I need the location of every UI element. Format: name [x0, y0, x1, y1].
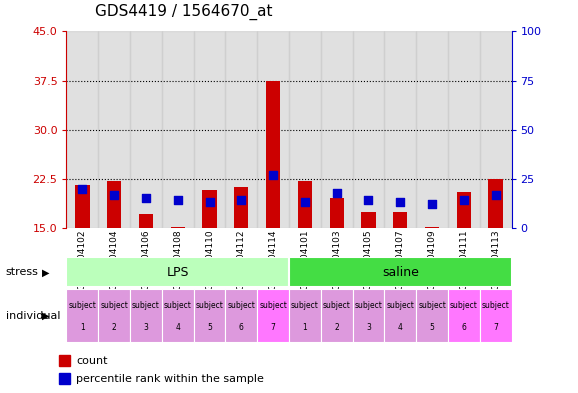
Bar — [234, 187, 249, 228]
Text: 2: 2 — [112, 323, 117, 332]
Text: 6: 6 — [461, 323, 466, 332]
Text: percentile rank within the sample: percentile rank within the sample — [76, 374, 264, 384]
Text: subject: subject — [100, 301, 128, 310]
Bar — [257, 31, 289, 228]
Text: ▶: ▶ — [42, 310, 50, 321]
Bar — [416, 31, 448, 228]
FancyBboxPatch shape — [98, 289, 130, 342]
Bar — [448, 31, 480, 228]
Point — [428, 201, 437, 208]
Point — [268, 172, 278, 178]
Bar — [60, 373, 71, 384]
Text: 2: 2 — [334, 323, 339, 332]
Point — [301, 199, 310, 206]
Point — [396, 199, 405, 206]
Bar — [488, 179, 503, 228]
FancyBboxPatch shape — [416, 289, 448, 342]
FancyBboxPatch shape — [480, 289, 512, 342]
FancyBboxPatch shape — [448, 289, 480, 342]
Text: LPS: LPS — [166, 266, 189, 279]
Text: 1: 1 — [302, 323, 307, 332]
Text: subject: subject — [291, 301, 319, 310]
Bar — [202, 190, 217, 228]
Point — [237, 197, 246, 204]
Point — [110, 191, 119, 198]
Bar — [60, 355, 71, 366]
Text: 5: 5 — [207, 323, 212, 332]
Bar — [353, 31, 384, 228]
FancyBboxPatch shape — [162, 289, 194, 342]
Bar — [329, 198, 344, 228]
Bar — [384, 31, 416, 228]
Text: subject: subject — [259, 301, 287, 310]
FancyBboxPatch shape — [66, 289, 98, 342]
Text: 4: 4 — [398, 323, 403, 332]
Text: 4: 4 — [175, 323, 180, 332]
Bar — [194, 31, 225, 228]
FancyBboxPatch shape — [194, 289, 225, 342]
FancyBboxPatch shape — [353, 289, 384, 342]
Point — [77, 185, 87, 192]
Text: subject: subject — [450, 301, 478, 310]
Text: subject: subject — [386, 301, 414, 310]
Text: individual: individual — [6, 310, 60, 321]
Text: 7: 7 — [493, 323, 498, 332]
Text: 3: 3 — [366, 323, 371, 332]
Bar — [393, 211, 407, 228]
Text: subject: subject — [227, 301, 255, 310]
FancyBboxPatch shape — [257, 289, 289, 342]
Bar — [321, 31, 353, 228]
Text: 1: 1 — [80, 323, 85, 332]
Point — [205, 199, 214, 206]
Point — [141, 195, 150, 202]
Bar — [266, 81, 280, 228]
Text: subject: subject — [323, 301, 351, 310]
Bar — [75, 185, 90, 228]
Point — [173, 197, 183, 204]
Text: 6: 6 — [239, 323, 244, 332]
FancyBboxPatch shape — [66, 257, 289, 287]
Text: GDS4419 / 1564670_at: GDS4419 / 1564670_at — [95, 4, 273, 20]
Bar — [289, 31, 321, 228]
Text: subject: subject — [195, 301, 224, 310]
Text: stress: stress — [6, 267, 39, 277]
FancyBboxPatch shape — [384, 289, 416, 342]
Bar — [480, 31, 512, 228]
Bar — [425, 227, 439, 228]
Bar — [107, 181, 121, 228]
Bar — [298, 181, 312, 228]
FancyBboxPatch shape — [289, 289, 321, 342]
Text: subject: subject — [68, 301, 97, 310]
Text: count: count — [76, 356, 108, 366]
Bar — [457, 192, 471, 228]
Point — [491, 191, 501, 198]
Bar — [171, 227, 185, 228]
Text: 5: 5 — [429, 323, 435, 332]
FancyBboxPatch shape — [289, 257, 512, 287]
Text: subject: subject — [481, 301, 510, 310]
Text: subject: subject — [132, 301, 160, 310]
Point — [460, 197, 469, 204]
Text: subject: subject — [164, 301, 192, 310]
Point — [364, 197, 373, 204]
Text: subject: subject — [354, 301, 383, 310]
FancyBboxPatch shape — [225, 289, 257, 342]
Bar — [98, 31, 130, 228]
Point — [332, 189, 341, 196]
Bar — [130, 31, 162, 228]
Text: 7: 7 — [271, 323, 276, 332]
Text: 3: 3 — [143, 323, 149, 332]
Bar — [361, 211, 376, 228]
Text: subject: subject — [418, 301, 446, 310]
FancyBboxPatch shape — [321, 289, 353, 342]
Bar — [162, 31, 194, 228]
Bar — [225, 31, 257, 228]
Bar — [66, 31, 98, 228]
FancyBboxPatch shape — [130, 289, 162, 342]
Text: ▶: ▶ — [42, 267, 50, 277]
Text: saline: saline — [382, 266, 418, 279]
Bar — [139, 213, 153, 228]
